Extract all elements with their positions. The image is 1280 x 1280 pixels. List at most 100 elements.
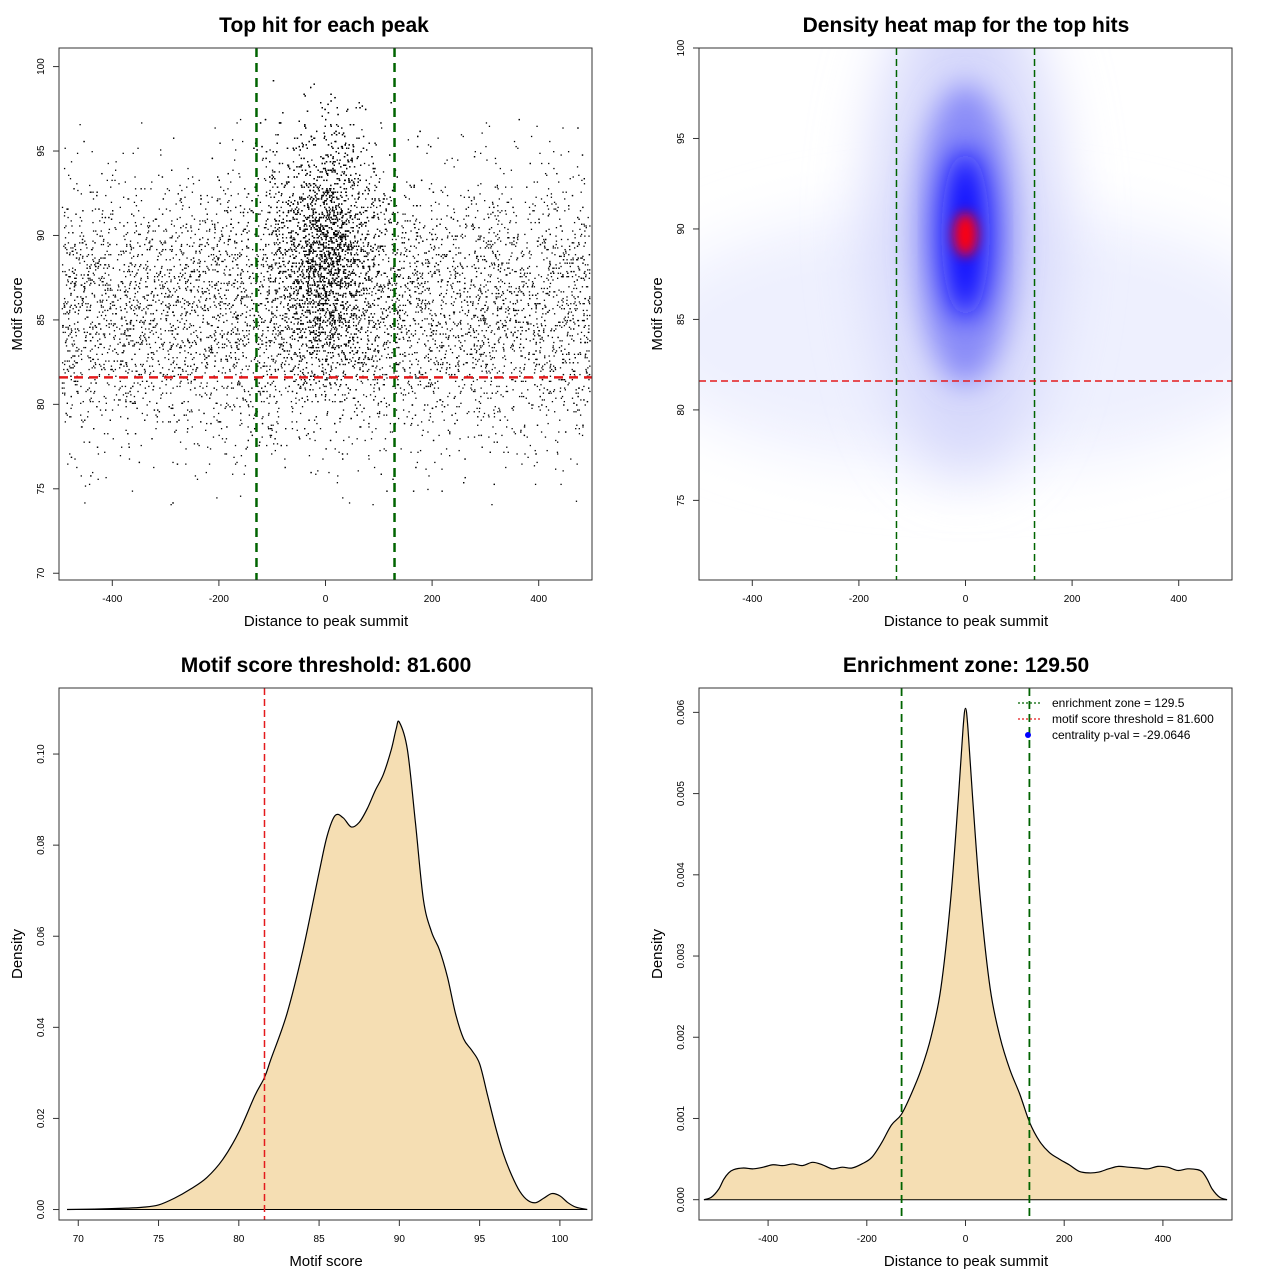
scatter-point: [533, 465, 536, 467]
scatter-point: [112, 294, 115, 296]
scatter-point: [233, 404, 235, 406]
scatter-point: [67, 463, 69, 465]
scatter-point: [477, 303, 479, 305]
scatter-point: [454, 323, 456, 325]
scatter-point: [415, 265, 418, 268]
scatter-point: [495, 323, 498, 325]
scatter-point: [262, 264, 265, 266]
scatter-point: [68, 269, 70, 271]
scatter-point: [107, 162, 109, 165]
scatter-point: [423, 330, 426, 332]
scatter-point: [368, 368, 370, 371]
scatter-point: [391, 284, 393, 286]
scatter-point: [479, 284, 482, 286]
scatter-point: [232, 316, 234, 318]
scatter-point: [88, 309, 90, 312]
scatter-point: [371, 281, 373, 283]
scatter-point: [118, 254, 120, 256]
scatter-point: [539, 409, 541, 411]
scatter-point: [584, 297, 586, 300]
scatter-point: [168, 276, 170, 278]
scatter-point: [578, 409, 580, 411]
scatter-point: [517, 321, 520, 323]
scatter-point: [381, 318, 383, 320]
scatter-point: [330, 237, 332, 239]
scatter-point: [209, 228, 211, 231]
scatter-point: [190, 380, 192, 383]
scatter-point: [539, 335, 541, 337]
scatter-point: [271, 264, 273, 266]
scatter-point: [270, 373, 272, 376]
scatter-point: [350, 360, 352, 362]
scatter-point: [307, 260, 310, 263]
scatter-point: [498, 198, 500, 200]
scatter-point: [495, 257, 498, 259]
scatter-point: [189, 289, 191, 291]
scatter-point: [536, 323, 538, 325]
scatter-point: [529, 213, 531, 215]
scatter-point: [363, 206, 365, 209]
scatter-point: [376, 365, 378, 367]
scatter-point: [537, 333, 539, 335]
scatter-point: [101, 281, 103, 283]
scatter-point: [126, 245, 128, 247]
scatter-point: [523, 274, 525, 276]
scatter-point: [495, 235, 497, 237]
scatter-point: [545, 406, 548, 408]
scatter-point: [268, 243, 270, 246]
scatter-point: [279, 343, 281, 345]
scatter-point: [81, 373, 83, 376]
scatter-point: [226, 252, 228, 254]
scatter-point: [317, 272, 319, 274]
scatter-point: [99, 409, 102, 411]
scatter-point: [94, 379, 96, 381]
scatter-point: [243, 228, 245, 231]
scatter-point: [112, 438, 114, 440]
scatter-point: [66, 414, 68, 416]
scatter-point: [373, 287, 375, 290]
scatter-point: [257, 360, 259, 362]
scatter-point: [452, 335, 455, 337]
scatter-point: [564, 198, 566, 200]
scatter-point: [417, 304, 419, 307]
scatter-point: [153, 466, 155, 469]
scatter-point: [533, 372, 536, 374]
scatter-point: [399, 318, 402, 320]
scatter-point: [272, 171, 274, 173]
scatter-point: [173, 375, 175, 377]
scatter-point: [565, 252, 567, 254]
scatter-point: [151, 245, 153, 247]
scatter-point: [310, 245, 313, 247]
scatter-point: [549, 367, 551, 369]
scatter-point: [275, 389, 277, 391]
scatter-point: [364, 250, 367, 252]
scatter-point: [542, 313, 544, 315]
scatter-point: [507, 328, 509, 330]
scatter-point: [547, 422, 549, 425]
scatter-point: [89, 350, 92, 352]
scatter-point: [285, 276, 287, 278]
scatter-point: [271, 429, 273, 431]
scatter-point: [425, 259, 427, 261]
scatter-point: [408, 198, 411, 200]
scatter-point: [191, 358, 194, 361]
scatter-point: [431, 274, 433, 276]
scatter-point: [424, 304, 427, 307]
scatter-point: [568, 245, 571, 247]
scatter-point: [278, 282, 280, 285]
scatter-point: [180, 250, 182, 252]
scatter-point: [387, 287, 390, 290]
scatter-point: [582, 277, 585, 279]
scatter-point: [114, 323, 116, 325]
scatter-point: [245, 330, 248, 332]
scatter-point: [534, 221, 536, 224]
scatter-point: [221, 346, 224, 349]
scatter-point: [182, 328, 185, 330]
scatter-point: [511, 372, 513, 374]
scatter-point: [175, 240, 177, 242]
scatter-point: [297, 289, 300, 291]
scatter-point: [183, 326, 186, 328]
scatter-point: [553, 151, 555, 153]
scatter-point: [424, 299, 427, 301]
scatter-point: [502, 395, 504, 398]
